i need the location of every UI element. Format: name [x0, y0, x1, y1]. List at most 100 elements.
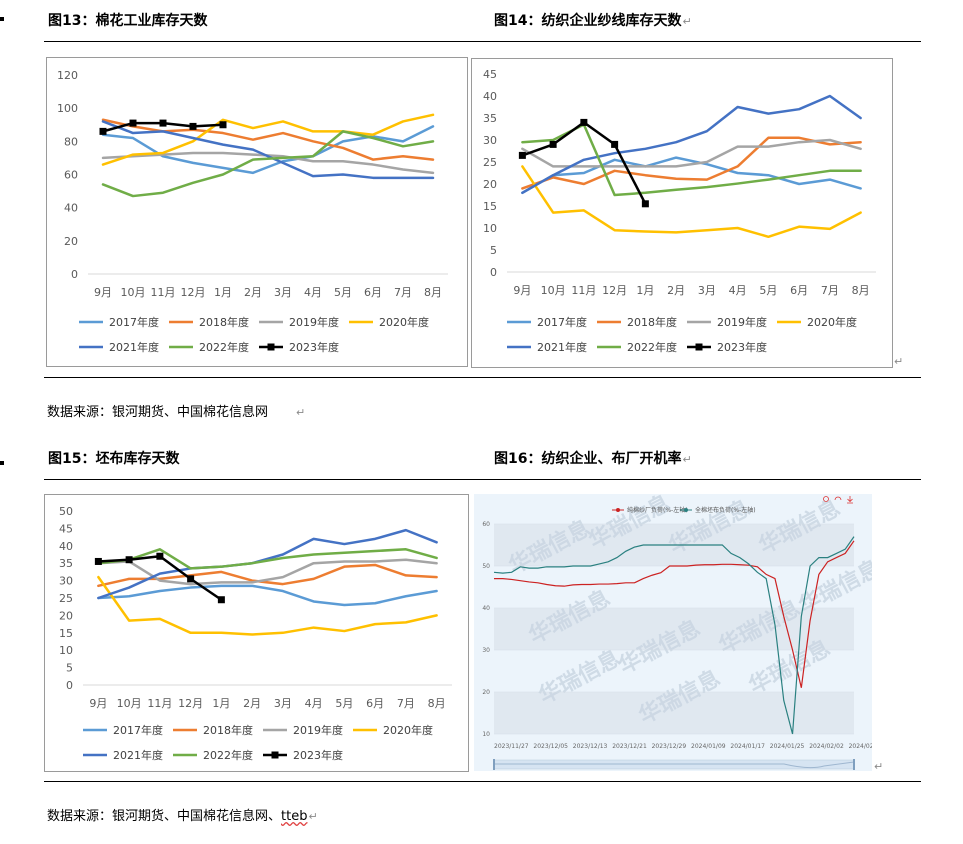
data-point: [641, 200, 649, 208]
x-tick-label: 4月: [304, 286, 322, 299]
legend-label: 2020年度: [379, 315, 429, 329]
x-tick-label: 3月: [274, 697, 292, 710]
x-tick-label: 10月: [117, 697, 142, 710]
x-tick-label: 2023/12/05: [533, 743, 568, 750]
x-tick-label: 11月: [151, 286, 176, 299]
header-rule: [44, 41, 921, 42]
legend-marker: [267, 343, 275, 351]
series-line: [97, 584, 438, 607]
x-tick-label: 6月: [366, 697, 384, 710]
y-tick-label: 10: [59, 644, 73, 657]
y-tick-label: 40: [482, 605, 490, 612]
y-tick-label: 10: [482, 731, 490, 738]
grid-band: [494, 608, 854, 650]
legend-label: 纯棉纱厂负荷(%-左轴): [627, 506, 688, 514]
legend-label: 2018年度: [199, 315, 249, 329]
data-point: [189, 122, 197, 130]
data-point: [611, 140, 619, 148]
y-tick-label: 15: [483, 200, 497, 213]
bullet-marker: [0, 461, 4, 465]
legend-marker: [616, 508, 620, 512]
legend-label: 2017年度: [113, 723, 163, 737]
x-tick-label: 2月: [244, 286, 262, 299]
legend-label: 2021年度: [109, 340, 159, 354]
x-tick-label: 6月: [364, 286, 382, 299]
y-tick-label: 0: [71, 268, 78, 281]
y-tick-label: 45: [59, 522, 73, 535]
x-tick-label: 9月: [513, 284, 531, 297]
legend-label: 2019年度: [293, 723, 343, 737]
x-tick-label: 3月: [698, 284, 716, 297]
y-tick-label: 15: [59, 627, 73, 640]
x-tick-label: 1月: [636, 284, 654, 297]
figure-15-title: 图15：坯布库存天数: [48, 451, 180, 467]
source-tteb: tteb: [281, 809, 308, 824]
data-point: [187, 575, 195, 583]
chart-fig15: 0 5 10 15 20 25 30 35 40 45 50 9月 10月 11月 12月 1月 2月 3月 4月 5…: [44, 494, 469, 772]
restore-icon: [834, 496, 842, 501]
x-tick-label: 1月: [212, 697, 230, 710]
data-point: [125, 556, 133, 564]
chart-fig16: 华瑞信息 华瑞信息 华瑞信息 华瑞信息 华瑞信息 华瑞信息 华瑞信息 华瑞信息 华瑞信息 华瑞信息…: [474, 494, 872, 771]
series-line: [101, 130, 435, 198]
legend-label: 2022年度: [199, 340, 249, 354]
legend-label: 2021年度: [537, 340, 587, 354]
y-tick-label: 5: [66, 662, 73, 675]
x-tick-label: 10月: [541, 284, 566, 297]
y-tick-label: 20: [64, 235, 78, 248]
data-point: [94, 557, 102, 565]
x-tick-label: 12月: [178, 697, 203, 710]
x-tick-label: 11月: [571, 284, 596, 297]
series-line: [494, 540, 855, 688]
download-icon: [847, 496, 853, 504]
x-tick-label: 7月: [394, 286, 412, 299]
y-tick-label: 35: [59, 557, 73, 570]
legend-label: 2018年度: [627, 315, 677, 329]
source-note-1: 数据来源：银河期货、中国棉花信息网 ↵: [47, 401, 305, 420]
legend-label: 2017年度: [109, 315, 159, 329]
y-tick-label: 5: [490, 244, 497, 257]
x-tick-label: 11月: [147, 697, 172, 710]
data-point: [518, 151, 526, 159]
x-tick-label: 8月: [428, 697, 446, 710]
chart-fig13: 0 20 40 60 80 100 120 9月 10月 11月 12月 1月 2月 3月 4月 5月 6月 7月…: [46, 57, 468, 367]
x-tick-label: 2024/02/02: [809, 743, 844, 750]
legend-label: 2019年度: [289, 315, 339, 329]
slider-handle-left: [493, 759, 495, 770]
series-line: [493, 536, 855, 735]
y-tick-label: 20: [482, 689, 490, 696]
figure-14-title: 图14：纺织企业纱线库存天数↵: [494, 10, 692, 30]
return-mark: ↵: [682, 453, 692, 466]
series-line: [97, 575, 438, 636]
x-tick-label: 12月: [181, 286, 206, 299]
y-tick-label: 20: [483, 178, 497, 191]
source-text: 数据来源：银河期货、中国棉花信息网、: [47, 809, 282, 824]
y-tick-label: 30: [483, 134, 497, 147]
y-tick-label: 50: [59, 505, 73, 518]
y-tick-label: 30: [482, 647, 490, 654]
series-line: [97, 558, 438, 586]
series-line: [521, 165, 862, 239]
legend-marker: [271, 751, 279, 759]
data-point: [580, 118, 588, 126]
data-point: [219, 121, 227, 129]
figure-13-title: 图13：棉花工业库存天数: [48, 13, 208, 29]
x-tick-label: 2月: [243, 697, 261, 710]
y-tick-label: 25: [483, 156, 497, 169]
y-tick-label: 40: [59, 540, 73, 553]
x-tick-label: 7月: [821, 284, 839, 297]
series-line: [521, 136, 862, 190]
series-line: [521, 138, 862, 168]
y-tick-label: 40: [64, 202, 78, 215]
return-mark: ↵: [894, 355, 904, 368]
legend-label: 2023年度: [717, 340, 767, 354]
series-line: [97, 528, 438, 600]
y-tick-label: 25: [59, 592, 73, 605]
legend-label: 2018年度: [203, 723, 253, 737]
data-point: [129, 119, 137, 127]
x-tick-label: 2024/01/09: [691, 743, 726, 750]
x-tick-label: 2024/02/19: [849, 743, 872, 750]
x-tick-label: 2023/12/29: [652, 743, 687, 750]
x-tick-label: 9月: [94, 286, 112, 299]
x-tick-label: 12月: [602, 284, 627, 297]
